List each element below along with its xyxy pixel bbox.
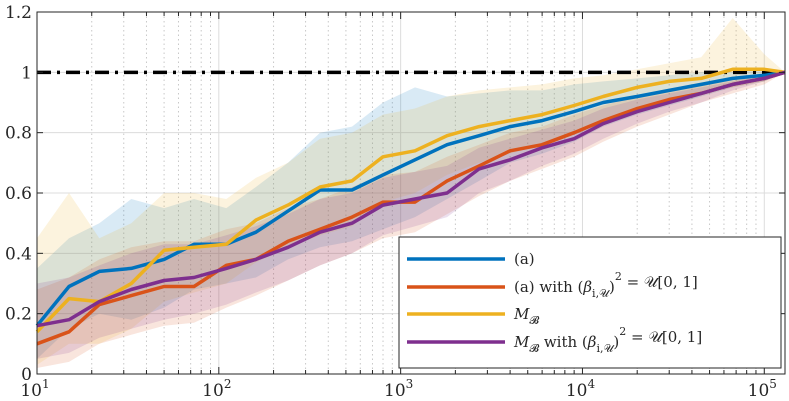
x-tick-label: 102: [202, 377, 231, 401]
x-tick-label: 103: [384, 377, 413, 401]
y-tick-label: 0.6: [5, 184, 32, 204]
y-tick-label: 0.8: [5, 124, 32, 144]
series-line-1: [36, 70, 786, 346]
legend-label-3: M𝓑 with (βi,𝒰)2 = 𝒰[0, 1]: [513, 325, 702, 355]
axis-ticks: 0 0.2 0.4 0.6 0.8 1 1.2 101 102 103 104 105: [5, 3, 785, 401]
series-line-2: [35, 67, 786, 334]
series-line-3: [36, 70, 786, 328]
legend-label-2: M𝓑: [513, 305, 539, 327]
series-lines: [35, 67, 786, 346]
x-tick-label: 105: [748, 377, 777, 401]
y-tick-label: 0.4: [5, 244, 32, 264]
series-band-3: [37, 72, 785, 359]
y-tick-label: 1: [21, 63, 32, 83]
series-band-0: [37, 69, 785, 359]
y-tick-label: 0: [21, 365, 32, 385]
y-tick-label: 0.2: [5, 305, 32, 325]
x-tick-label: 104: [566, 377, 596, 401]
series-line-0: [35, 70, 786, 327]
y-tick-label: 1.2: [5, 3, 32, 23]
legend-label-0: (a): [514, 250, 535, 268]
series-band-1: [37, 72, 785, 369]
x-tick-label: 101: [20, 377, 49, 401]
legend-label-1: (a) with (βi,𝒰)2 = 𝒰[0, 1]: [514, 270, 698, 300]
